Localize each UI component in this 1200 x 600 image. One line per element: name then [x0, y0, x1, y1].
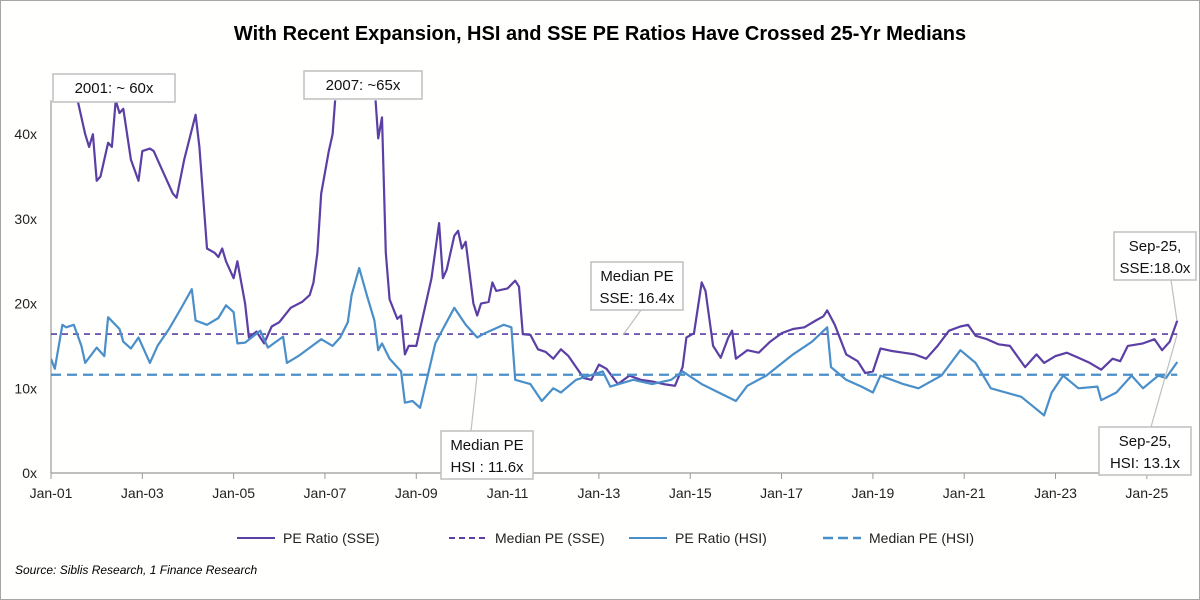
annotation-text: SSE: 16.4x	[599, 290, 675, 307]
x-tick-label: Jan-21	[943, 485, 986, 501]
annotation-box	[440, 430, 534, 480]
annotation-box	[590, 261, 684, 311]
annotation-text: Sep-25,	[1119, 433, 1172, 450]
chart-title: With Recent Expansion, HSI and SSE PE Ra…	[233, 23, 967, 45]
x-tick-label: Jan-07	[304, 485, 347, 501]
x-tick-label: Jan-05	[212, 485, 255, 501]
x-tick-label: Jan-23	[1034, 485, 1077, 501]
x-tick-label: Jan-09	[395, 485, 438, 501]
x-tick-label: Jan-11	[487, 485, 529, 501]
legend-label: Median PE (HSI)	[869, 530, 974, 546]
y-tick-label: 40x	[14, 126, 37, 142]
legend-label: Median PE (SSE)	[495, 530, 605, 546]
annotation-box	[52, 73, 176, 103]
x-tick-label: Jan-03	[121, 485, 164, 501]
annotation-text: 2001: ~ 60x	[75, 80, 154, 97]
legend-label: PE Ratio (HSI)	[675, 530, 767, 546]
series-pe-ratio-sse	[76, 100, 1179, 387]
annotation-box	[1098, 426, 1192, 476]
x-tick-label: Jan-13	[578, 485, 621, 501]
annotation-box	[1113, 231, 1197, 281]
annotation-text: HSI: 13.1x	[1110, 455, 1181, 472]
annotation-text: Median PE	[450, 437, 523, 454]
x-tick-label: Jan-17	[760, 485, 803, 501]
y-tick-label: 20x	[14, 296, 37, 312]
series-pe-ratio-hsi	[51, 266, 1179, 417]
annotation-box	[303, 70, 423, 100]
annotation-text: 2007: ~65x	[326, 77, 401, 94]
x-tick-label: Jan-19	[851, 485, 894, 501]
annotation-text: Median PE	[600, 268, 673, 285]
annotation-text: Sep-25,	[1129, 238, 1182, 255]
annotation-text: SSE:18.0x	[1120, 260, 1191, 277]
annotation-leader-line	[622, 309, 651, 336]
legend-label: PE Ratio (SSE)	[283, 530, 379, 546]
x-tick-label: Jan-01	[30, 485, 73, 501]
annotation-leader-line	[470, 375, 481, 432]
annotation-leader-line	[1170, 279, 1181, 322]
y-tick-label: 10x	[14, 380, 37, 396]
source-note: Source: Siblis Research, 1 Finance Resea…	[15, 563, 258, 577]
x-tick-label: Jan-25	[1125, 485, 1168, 501]
y-tick-label: 30x	[14, 211, 37, 227]
x-tick-label: Jan-15	[669, 485, 712, 501]
annotation-text: HSI : 11.6x	[450, 459, 524, 476]
y-tick-label: 0x	[22, 465, 37, 481]
